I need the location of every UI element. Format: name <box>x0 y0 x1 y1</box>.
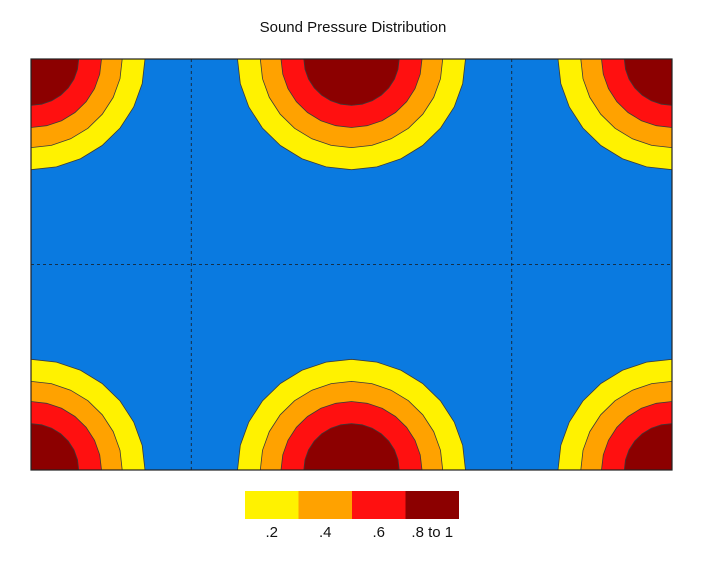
legend-swatch-1 <box>245 491 299 519</box>
gridlines <box>31 59 672 470</box>
legend-label-4: .8 to 1 <box>411 524 454 541</box>
color-legend <box>245 491 459 519</box>
chart-title: Sound Pressure Distribution <box>259 19 447 36</box>
legend-label-1: .2 <box>265 524 279 541</box>
contour-band-4-peak-3 <box>623 59 672 106</box>
contour-band-4-peak-4 <box>31 423 80 470</box>
contour-band-4-peak-1 <box>31 59 80 106</box>
legend-label-2: .4 <box>318 524 332 541</box>
contour-band-4-peak-5 <box>303 423 400 470</box>
legend-swatch-4 <box>405 491 459 519</box>
legend-label-3: .6 <box>372 524 386 541</box>
contour-band-4-peak-2 <box>303 59 400 106</box>
legend-swatch-3 <box>352 491 406 519</box>
contour-band-4-peak-6 <box>623 423 672 470</box>
legend-swatch-2 <box>298 491 352 519</box>
plot-frame <box>30 58 673 471</box>
